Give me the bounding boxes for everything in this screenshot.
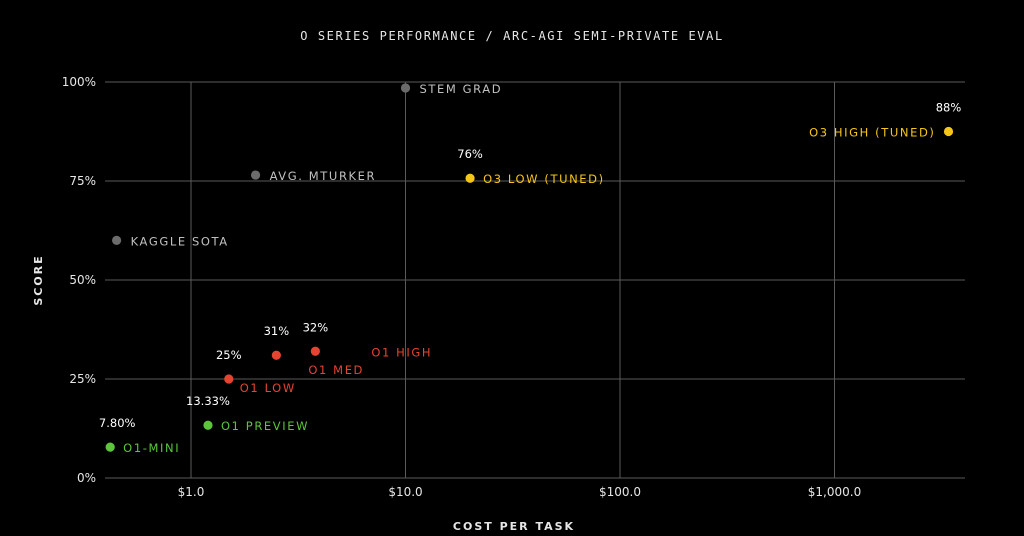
point-label-stem-grad: STEM GRAD — [420, 82, 503, 96]
value-label-o1-high: 32% — [303, 320, 329, 334]
point-label-avg-mturker: AVG. MTURKER — [270, 169, 377, 183]
point-kaggle-sota — [112, 235, 122, 245]
x-tick-label: $100.0 — [599, 485, 641, 499]
point-label-o1-med: O1 MED — [308, 363, 364, 377]
chart-title: O SERIES PERFORMANCE / ARC-AGI SEMI-PRIV… — [300, 29, 724, 43]
data-points: STEM GRAD AVG. MTURKER KAGGLE SOTA O3 LOW (… — [99, 82, 961, 455]
axis-ticks: 0% 25% 50% 75% 100% $1.0 $10.0 $100.0 $1,000.0 — [62, 75, 862, 499]
grid — [105, 81, 965, 479]
value-label-o1-mini: 7.80% — [99, 416, 136, 430]
x-tick-label: $1,000.0 — [808, 485, 861, 499]
point-o1-high — [310, 346, 320, 356]
value-label-o1-preview: 13.33% — [186, 394, 230, 408]
point-o1-mini — [105, 442, 115, 452]
point-o1-low — [224, 374, 234, 384]
point-label-kaggle-sota: KAGGLE SOTA — [131, 234, 229, 248]
y-axis-label: SCORE — [32, 254, 45, 305]
value-label-o1-low: 25% — [216, 348, 242, 362]
point-label-o1-preview: O1 PREVIEW — [221, 419, 309, 433]
point-label-o1-high: O1 HIGH — [371, 345, 432, 359]
point-o3-high-tuned — [943, 126, 954, 137]
point-o1-med — [271, 350, 281, 360]
point-label-o3-low-tuned: O3 LOW (TUNED) — [483, 172, 605, 186]
x-tick-label: $10.0 — [388, 485, 422, 499]
y-tick-label: 100% — [62, 75, 96, 89]
point-stem-grad — [400, 83, 411, 93]
point-label-o1-low: O1 LOW — [240, 381, 296, 395]
y-tick-label: 50% — [69, 273, 96, 287]
y-tick-label: 0% — [77, 471, 96, 485]
value-label-o3-high-tuned: 88% — [936, 101, 962, 115]
point-label-o3-high-tuned: O3 HIGH (TUNED) — [809, 126, 935, 140]
y-tick-label: 25% — [69, 372, 96, 386]
point-label-o1-mini: O1-MINI — [123, 441, 180, 455]
point-o3-low-tuned — [465, 173, 475, 183]
y-tick-label: 75% — [69, 174, 96, 188]
x-axis-label: COST PER TASK — [453, 520, 575, 533]
x-tick-label: $1.0 — [178, 485, 205, 499]
point-avg-mturker — [250, 170, 261, 180]
point-o1-preview — [203, 420, 213, 430]
value-label-o3-low-tuned: 76% — [457, 147, 483, 161]
value-label-o1-med: 31% — [264, 324, 290, 338]
